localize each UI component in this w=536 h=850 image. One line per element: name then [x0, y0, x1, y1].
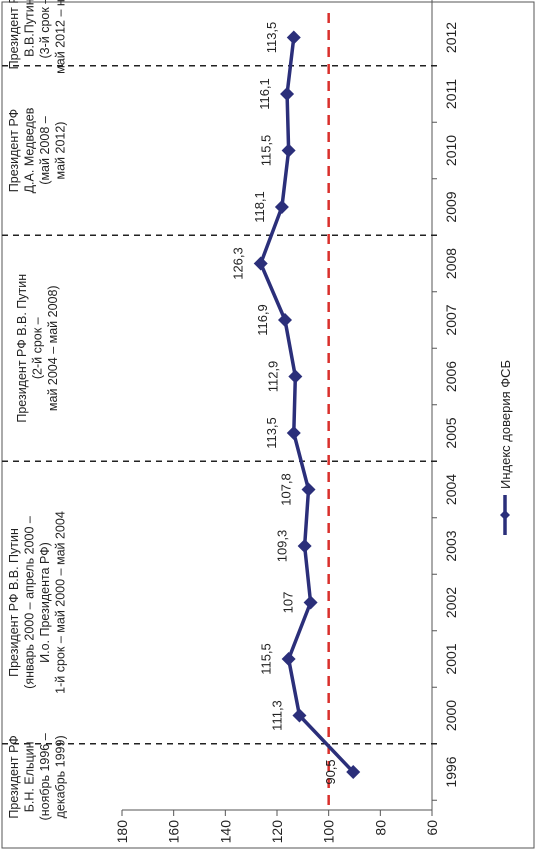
period-label: 1-й срок – май 2000 – май 2004	[54, 511, 68, 694]
data-point-marker	[281, 143, 296, 158]
data-point-marker	[301, 482, 316, 497]
period-label: (3-й срок –	[38, 0, 52, 59]
period-label: май 2012 – н.в.)	[54, 0, 68, 74]
rotated-plot: 60 80 100 120 140 160 180 1996 2000 2001 2002 2003 2…	[2, 0, 513, 843]
data-label: 115,5	[259, 643, 274, 675]
value-tick-label: 60	[424, 820, 440, 836]
period-label: И.о. Президента РФ)	[38, 542, 52, 663]
period-label: Б.Н. Ельцин	[23, 741, 37, 812]
data-label: 115,5	[259, 135, 274, 167]
period-label: (2-й срок –	[31, 317, 45, 379]
category-tick-label: 2004	[443, 474, 459, 505]
category-tick-label: 2003	[443, 530, 459, 561]
data-label: 107	[281, 592, 296, 614]
period-label: Президент РФ В.В. Путин	[7, 528, 21, 677]
data-label: 90,5	[323, 759, 338, 784]
period-label: В.В.Путин	[23, 0, 37, 57]
series-line-fsb-index	[258, 37, 355, 774]
period-label: Президент РФ	[7, 109, 21, 192]
category-tick-label: 2012	[443, 22, 459, 53]
category-tick-label: 2010	[443, 135, 459, 166]
data-label: 116,9	[255, 304, 270, 336]
data-point-marker	[297, 539, 312, 553]
value-tick-label: 100	[321, 820, 337, 844]
category-tick-label: 2001	[443, 643, 459, 674]
data-label: 107,8	[279, 473, 294, 506]
data-label: 113,5	[264, 417, 279, 449]
data-point-marker	[278, 313, 293, 327]
legend-label: Индекс доверия ФСБ	[498, 360, 513, 489]
data-point-marker	[303, 595, 318, 610]
data-label: 113,5	[264, 22, 279, 54]
category-tick-label: 2002	[443, 587, 459, 618]
category-tick-label: 1996	[443, 756, 459, 787]
category-tick-label: 2011	[443, 79, 459, 109]
category-tick-label: 2008	[443, 248, 459, 279]
period-label: май 2004 – май 2008)	[46, 285, 60, 411]
category-tick-label: 2009	[443, 191, 459, 222]
value-tick-label: 180	[114, 820, 130, 844]
category-tick-label: 2000	[443, 700, 459, 731]
legend-marker	[500, 510, 510, 520]
data-point-marker	[346, 765, 361, 779]
data-label: 109,3	[275, 530, 290, 563]
period-label: май 2012)	[54, 122, 68, 180]
data-label: 116,1	[257, 78, 272, 110]
data-label: 111,3	[269, 700, 284, 731]
period-label: (май 2008 –	[38, 116, 52, 184]
period-label: Президент РФ	[7, 735, 21, 818]
data-point-marker	[281, 652, 296, 666]
data-point-marker	[286, 426, 301, 440]
data-label: 126,3	[231, 247, 246, 280]
period-label: Президент РФ	[7, 0, 21, 69]
data-point-marker	[288, 369, 303, 384]
period-label: Д.А. Медведев	[23, 107, 37, 193]
data-point-marker	[253, 256, 268, 271]
value-tick-label: 140	[217, 820, 233, 844]
category-tick-label: 2007	[443, 304, 459, 335]
value-tick-label: 120	[269, 820, 285, 844]
data-point-marker	[292, 708, 307, 723]
period-label: декабрь 1999)	[54, 735, 68, 818]
category-tick-label: 2005	[443, 417, 459, 448]
period-label: (январь 2000 – апрель 2000 –	[23, 516, 37, 689]
data-label: 118,1	[252, 191, 267, 223]
data-point-marker	[280, 87, 295, 101]
value-tick-label: 80	[372, 820, 388, 836]
value-tick-label: 160	[166, 820, 182, 844]
category-tick-label: 2006	[443, 361, 459, 392]
data-point-marker	[286, 30, 301, 45]
data-point-marker	[274, 200, 289, 214]
period-label: Президент РФ В.В. Путин	[15, 274, 29, 423]
data-label: 112,9	[265, 361, 280, 393]
period-label: (ноябрь 1996 –	[38, 733, 52, 820]
